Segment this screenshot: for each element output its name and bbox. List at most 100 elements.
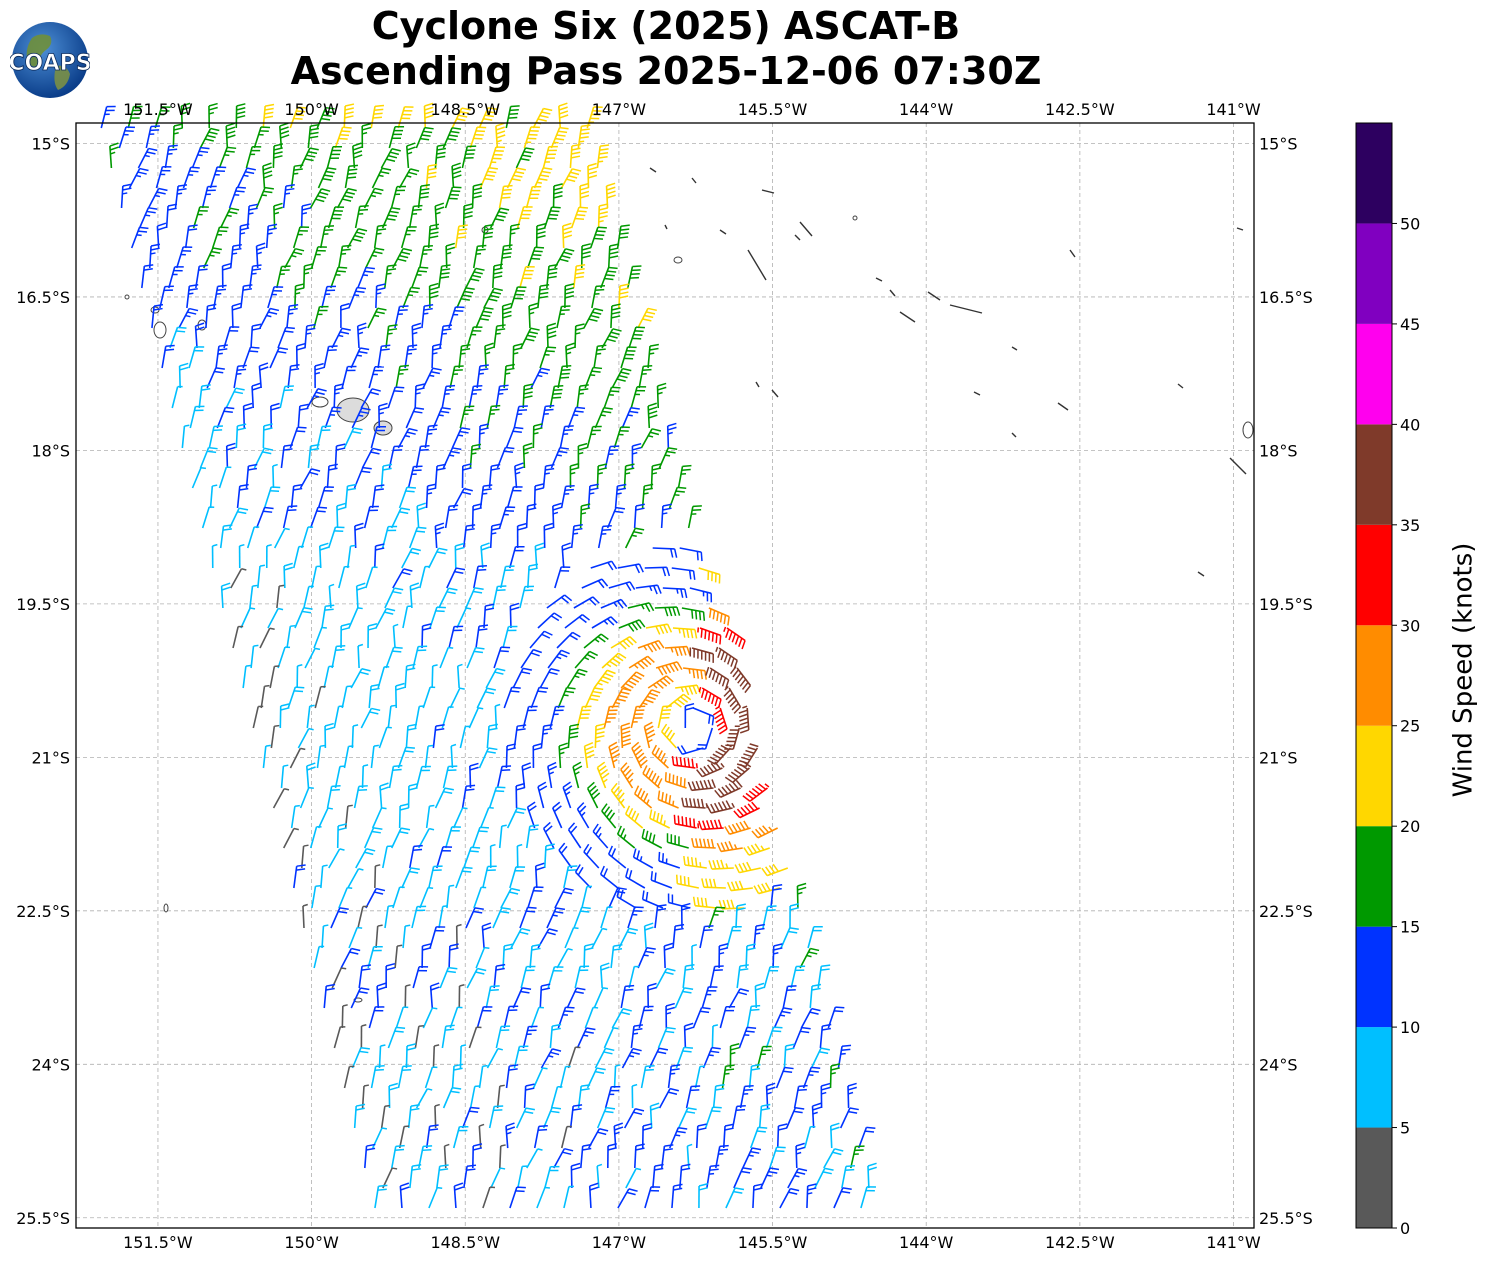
wind-barb	[543, 843, 555, 869]
wind-barb	[725, 1187, 745, 1209]
wind-barb	[608, 741, 621, 769]
island-outline	[794, 234, 801, 241]
wind-barb	[208, 425, 223, 449]
wind-barb	[520, 965, 536, 989]
wind-barb	[698, 567, 721, 584]
wind-barb	[276, 584, 285, 609]
wind-barb	[505, 1064, 519, 1089]
wind-barb	[542, 463, 555, 489]
wind-barb	[471, 1143, 483, 1169]
wind-barb	[445, 242, 456, 269]
wind-barb	[527, 886, 544, 909]
wind-barb	[424, 1066, 438, 1089]
wind-barb	[379, 782, 390, 809]
wind-barb	[724, 761, 752, 783]
wind-barb	[647, 343, 659, 369]
wind-barb	[850, 1145, 865, 1169]
wind-barb	[576, 384, 589, 409]
wind-barb	[509, 602, 520, 629]
wind-barb	[380, 1104, 390, 1129]
wind-barb	[272, 463, 278, 489]
colorbar-bin	[1356, 424, 1392, 525]
wind-barb	[400, 226, 417, 249]
wind-barb	[307, 443, 320, 469]
wind-barb	[450, 743, 457, 769]
wind-barb	[436, 1164, 449, 1189]
wind-barb	[587, 162, 598, 189]
wind-barb	[320, 864, 328, 889]
wind-barb	[666, 833, 689, 849]
wind-barb	[593, 344, 607, 369]
wind-barb	[823, 1148, 844, 1169]
wind-barb	[405, 407, 425, 429]
wind-barb	[706, 1164, 720, 1189]
wind-barb	[441, 1024, 455, 1049]
wind-barb	[476, 1006, 493, 1029]
wind-barb	[416, 502, 427, 529]
wind-barb	[483, 603, 495, 629]
wind-barb	[484, 342, 494, 369]
wind-barb	[290, 483, 303, 509]
wind-barb	[738, 705, 750, 734]
wind-barb	[616, 887, 637, 909]
wind-barb	[630, 386, 647, 409]
wind-barb	[456, 607, 472, 629]
wind-barb	[654, 904, 667, 929]
wind-barb	[519, 266, 535, 289]
wind-barb	[428, 865, 443, 889]
wind-barb	[496, 765, 512, 789]
wind-barb	[503, 363, 515, 389]
wind-barb	[292, 226, 310, 249]
wind-barb	[184, 224, 198, 249]
wind-barb	[716, 841, 743, 853]
wind-barb	[290, 804, 300, 829]
wind-barb	[461, 784, 476, 809]
wind-barb	[363, 827, 383, 849]
wind-barb	[365, 566, 378, 589]
island-outline	[673, 256, 683, 264]
wind-barb	[489, 523, 501, 549]
wind-barb	[701, 986, 718, 1009]
wind-barb	[336, 502, 346, 529]
wind-barb	[357, 643, 364, 669]
wind-barb	[729, 666, 752, 694]
wind-barb	[290, 164, 304, 189]
wind-barb	[361, 122, 372, 149]
wind-barb	[208, 102, 218, 129]
wind-barb	[294, 283, 305, 309]
lon-tick-label-bottom: 144°W	[899, 1233, 954, 1252]
wind-barb	[682, 964, 695, 989]
wind-barb	[398, 1125, 410, 1149]
wind-barb	[269, 347, 289, 369]
wind-barb	[205, 303, 217, 329]
wind-barb	[432, 724, 445, 749]
island-outline	[799, 221, 813, 237]
wind-barb	[411, 322, 422, 349]
wind-barb	[594, 723, 605, 749]
colorbar-frame	[1355, 122, 1393, 1229]
wind-barb	[297, 403, 309, 429]
wind-barb	[649, 809, 670, 829]
wind-barb	[603, 705, 619, 729]
wind-barb	[715, 646, 738, 670]
wind-barb	[731, 1104, 746, 1129]
wind-barb	[660, 503, 672, 529]
wind-barb	[806, 1183, 817, 1209]
wind-barb	[215, 344, 228, 369]
wind-barb	[635, 584, 662, 595]
wind-barb	[408, 526, 427, 549]
wind-barb	[331, 327, 351, 349]
wind-barb	[620, 762, 634, 789]
wind-barb	[338, 886, 353, 909]
wind-barb	[702, 1046, 721, 1069]
wind-barb	[397, 427, 418, 449]
wind-barb	[603, 1027, 619, 1049]
wind-barb	[353, 1103, 366, 1129]
wind-barb	[419, 565, 431, 589]
wind-barbs	[100, 102, 877, 1209]
wind-barb	[463, 1164, 477, 1189]
wind-barb	[565, 342, 575, 369]
colorbar-label: Wind Speed (knots)	[1449, 543, 1479, 798]
wind-barb	[398, 803, 410, 829]
wind-barb	[657, 705, 672, 729]
